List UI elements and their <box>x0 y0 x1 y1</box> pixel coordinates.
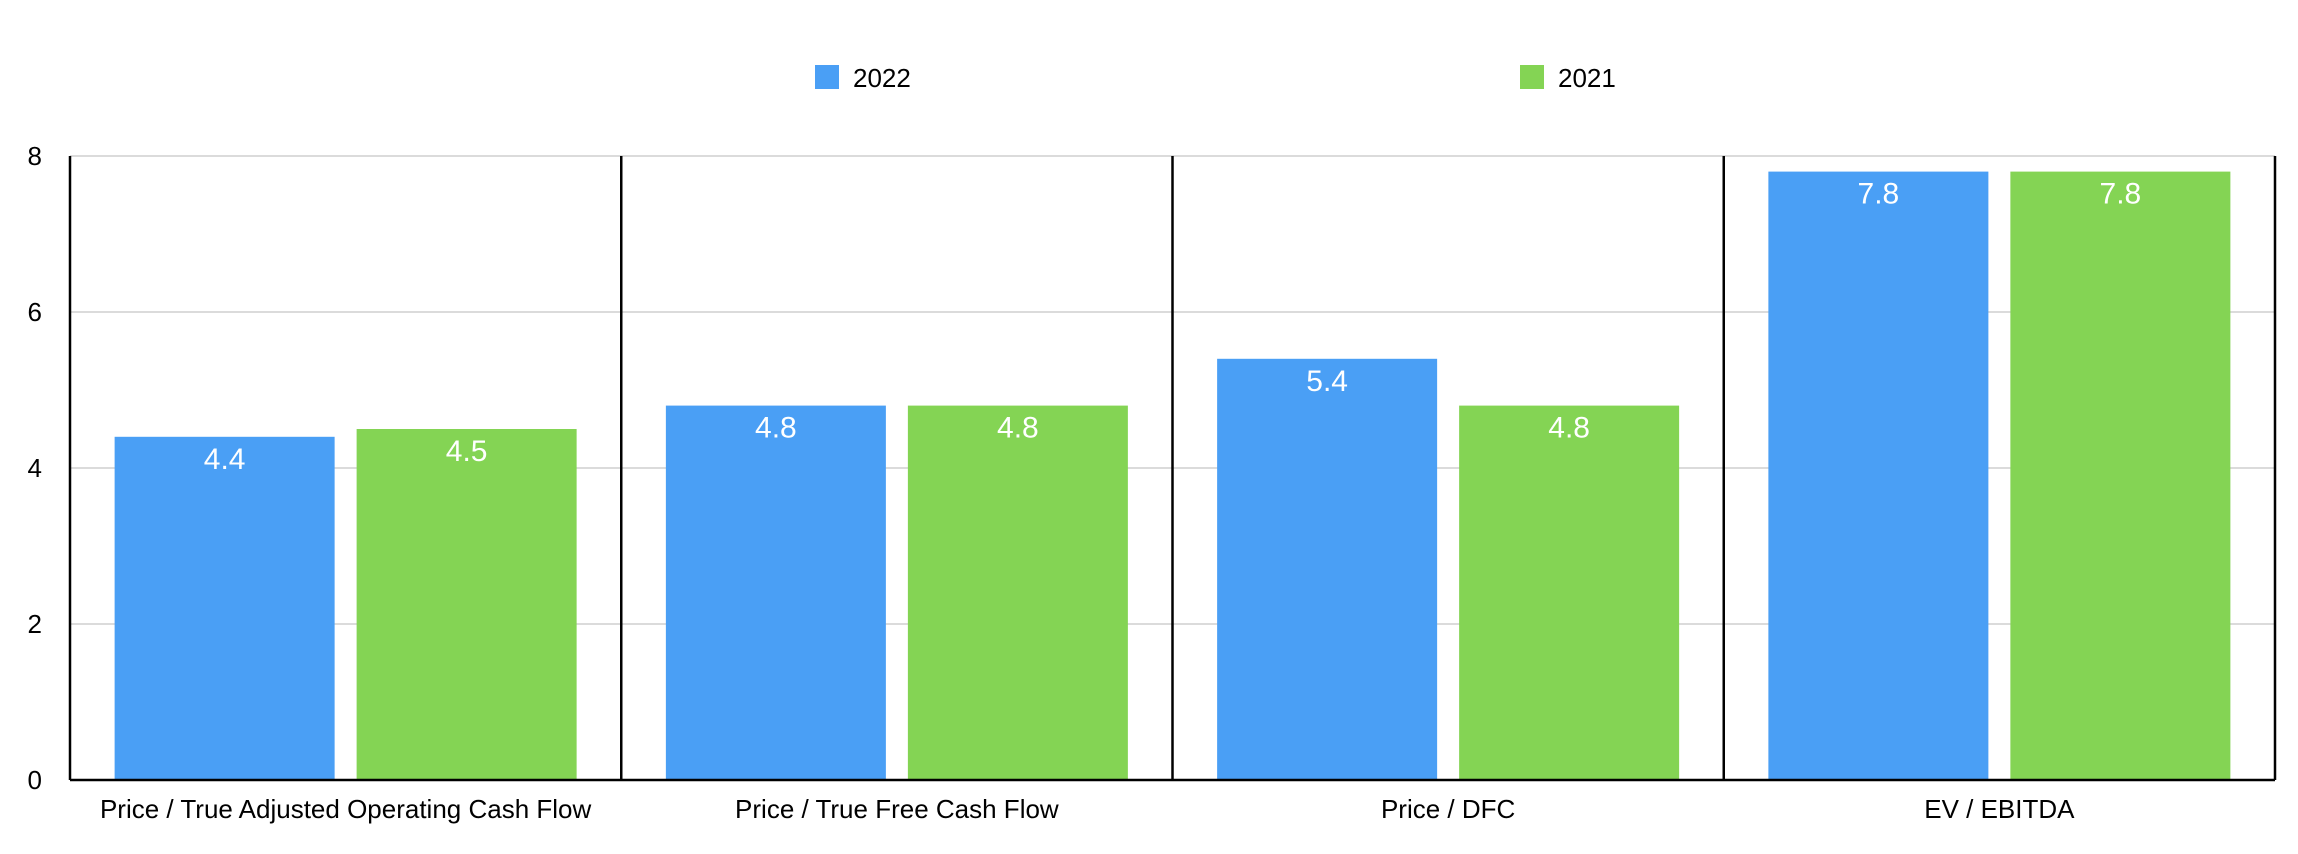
data-label-2021-3: 4.8 <box>1548 412 1590 445</box>
legend: 2022 2021 <box>815 63 1616 93</box>
data-label-2022-2: 4.8 <box>755 412 797 445</box>
bar-2021-2 <box>907 405 1128 780</box>
data-label-2022-1: 4.4 <box>204 443 246 476</box>
bar-2021-4 <box>2010 171 2231 781</box>
bars <box>114 171 2231 781</box>
legend-swatch-2021 <box>1520 65 1544 89</box>
bar-2022-3 <box>1217 358 1438 780</box>
labels: 0 2 4 6 8 4.4 4.5 Price / True Adjusted Operati… <box>28 141 2142 824</box>
y-tick-label-8: 8 <box>28 141 42 171</box>
data-label-2021-4: 7.8 <box>2100 178 2142 211</box>
legend-swatch-2022 <box>815 65 839 89</box>
x-category-label-4: EV / EBITDA <box>1924 794 2075 824</box>
legend-label-2021: 2021 <box>1558 63 1616 93</box>
x-category-label-2: Price / True Free Cash Flow <box>735 794 1059 824</box>
y-tick-label-0: 0 <box>28 765 42 795</box>
bar-2021-3 <box>1459 405 1680 780</box>
data-label-2021-1: 4.5 <box>446 435 488 468</box>
y-tick-label-6: 6 <box>28 297 42 327</box>
bar-2022-2 <box>665 405 886 780</box>
bar-2022-1 <box>114 436 335 780</box>
legend-label-2022: 2022 <box>853 63 911 93</box>
y-tick-label-4: 4 <box>28 453 42 483</box>
data-label-2022-4: 7.8 <box>1858 178 1900 211</box>
data-label-2021-2: 4.8 <box>997 412 1039 445</box>
data-label-2022-3: 5.4 <box>1306 365 1348 398</box>
bar-2022-4 <box>1768 171 1989 781</box>
x-category-label-3: Price / DFC <box>1381 794 1515 824</box>
axes <box>68 156 2277 782</box>
y-tick-label-2: 2 <box>28 609 42 639</box>
x-category-label-1: Price / True Adjusted Operating Cash Flo… <box>100 794 592 824</box>
bar-2021-1 <box>356 429 577 780</box>
